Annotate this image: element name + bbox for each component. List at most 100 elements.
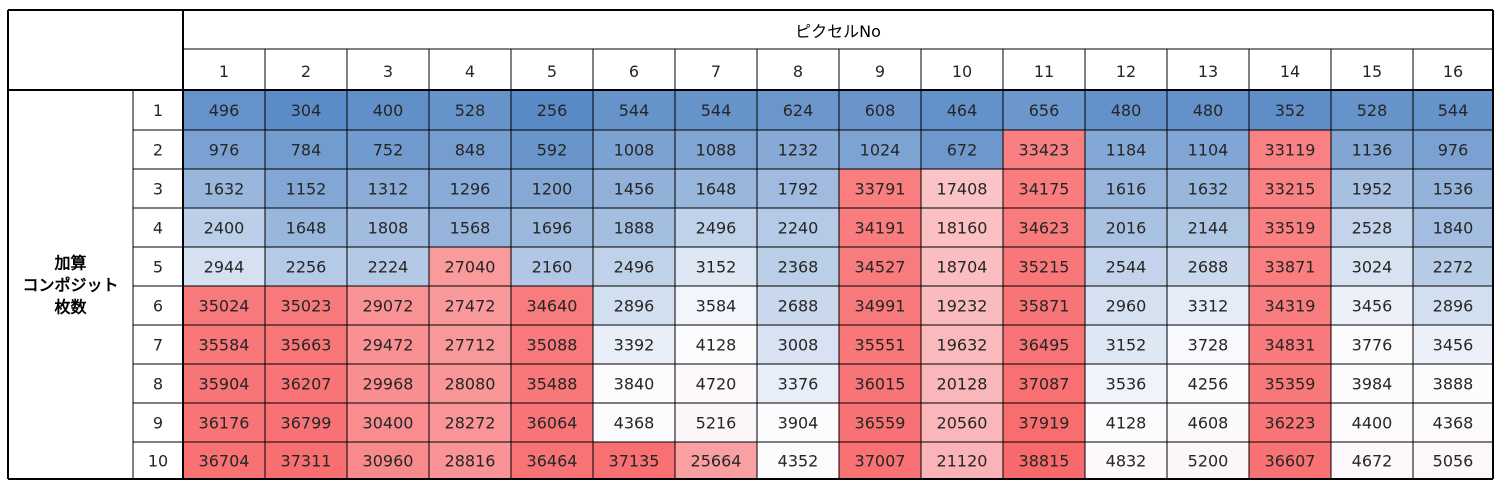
heatmap-cell [757, 247, 839, 286]
cell-value-label: 3376 [778, 375, 819, 394]
cell-value-label: 1696 [532, 219, 573, 238]
heatmap-cell [347, 130, 429, 169]
heatmap-cell [183, 247, 265, 286]
row-header-label: 6 [153, 297, 163, 316]
heatmap-cell [511, 286, 593, 325]
column-header-label: 4 [465, 62, 475, 81]
heatmap-cell [675, 169, 757, 208]
heatmap-cell [1167, 169, 1249, 208]
cell-value-label: 3456 [1352, 297, 1393, 316]
cell-value-label: 34623 [1019, 219, 1070, 238]
heatmap-cell [183, 286, 265, 325]
cell-value-label: 29472 [363, 336, 414, 355]
heatmap-cell [1331, 403, 1413, 442]
heatmap-cell [1331, 247, 1413, 286]
heatmap-cell [1003, 286, 1085, 325]
heatmap-cell [1331, 325, 1413, 364]
cell-value-label: 1632 [1188, 180, 1229, 199]
cell-value-label: 1952 [1352, 180, 1393, 199]
heatmap-cell [511, 325, 593, 364]
heatmap-cell [429, 130, 511, 169]
heatmap-cell [675, 247, 757, 286]
heatmap-cell [347, 247, 429, 286]
cell-value-label: 36704 [199, 452, 250, 471]
heatmap-cell [593, 169, 675, 208]
heatmap-cell [921, 130, 1003, 169]
cell-value-label: 18160 [937, 219, 988, 238]
heatmap-cell [1249, 169, 1331, 208]
heatmap-cell [1085, 442, 1167, 479]
cell-value-label: 528 [1357, 101, 1388, 120]
heatmap-cell [1003, 403, 1085, 442]
cell-value-label: 33519 [1265, 219, 1316, 238]
cell-value-label: 33423 [1019, 141, 1070, 160]
heatmap-cell [675, 403, 757, 442]
cell-value-label: 3984 [1352, 375, 1393, 394]
heatmap-cell [429, 442, 511, 479]
cell-value-label: 35215 [1019, 258, 1070, 277]
heatmap-cell [511, 208, 593, 247]
heatmap-cell [1003, 364, 1085, 403]
heatmap-cell [593, 364, 675, 403]
heatmap-cell [265, 442, 347, 479]
heatmap-cell [1413, 403, 1493, 442]
cell-value-label: 27040 [445, 258, 496, 277]
cell-value-label: 1152 [286, 180, 327, 199]
row-header-label: 9 [153, 414, 163, 433]
cell-value-label: 36176 [199, 414, 250, 433]
heatmap-cell [757, 130, 839, 169]
heatmap-cell [757, 208, 839, 247]
cell-value-label: 544 [701, 101, 732, 120]
heatmap-cell [675, 286, 757, 325]
cell-value-label: 36799 [281, 414, 332, 433]
cell-value-label: 3008 [778, 336, 819, 355]
column-header-label: 15 [1362, 62, 1382, 81]
heatmap-cell [1167, 286, 1249, 325]
cell-value-label: 20560 [937, 414, 988, 433]
cell-value-label: 36207 [281, 375, 332, 394]
heatmap-cell [1003, 442, 1085, 479]
cell-value-label: 36015 [855, 375, 906, 394]
heatmap-cell [839, 364, 921, 403]
heatmap-cell [511, 247, 593, 286]
cell-value-label: 2896 [1433, 297, 1474, 316]
cell-value-label: 28816 [445, 452, 496, 471]
heatmap-cell [1249, 364, 1331, 403]
row-header-label: 7 [153, 336, 163, 355]
heatmap-cell [511, 90, 593, 130]
cell-value-label: 5056 [1433, 452, 1474, 471]
heatmap-cell [839, 325, 921, 364]
cell-value-label: 35871 [1019, 297, 1070, 316]
heatmap-cell [265, 208, 347, 247]
column-header-label: 5 [547, 62, 557, 81]
heatmap-cell [1331, 364, 1413, 403]
cell-value-label: 256 [537, 101, 568, 120]
heatmap-cell [757, 90, 839, 130]
heatmap-cell [429, 403, 511, 442]
cell-value-label: 304 [291, 101, 322, 120]
cell-value-label: 35904 [199, 375, 250, 394]
heatmap-cell [1249, 208, 1331, 247]
heatmap-cell [675, 442, 757, 479]
heatmap-cell [1331, 169, 1413, 208]
heatmap-cell [757, 403, 839, 442]
heatmap-cell [839, 403, 921, 442]
heatmap-cell [183, 90, 265, 130]
cell-value-label: 784 [291, 141, 322, 160]
heatmap-cell [757, 169, 839, 208]
cell-value-label: 848 [455, 141, 486, 160]
heatmap-cell [265, 247, 347, 286]
cell-value-label: 752 [373, 141, 404, 160]
column-header-label: 9 [875, 62, 885, 81]
cell-value-label: 3152 [696, 258, 737, 277]
heatmap-cell [265, 325, 347, 364]
cell-value-label: 33215 [1265, 180, 1316, 199]
cell-value-label: 3312 [1188, 297, 1229, 316]
heatmap-cell [1085, 208, 1167, 247]
cell-value-label: 35488 [527, 375, 578, 394]
heatmap-cell [265, 403, 347, 442]
cell-value-label: 656 [1029, 101, 1060, 120]
cell-value-label: 3152 [1106, 336, 1147, 355]
cell-value-label: 35023 [281, 297, 332, 316]
heatmap-cell [1167, 208, 1249, 247]
